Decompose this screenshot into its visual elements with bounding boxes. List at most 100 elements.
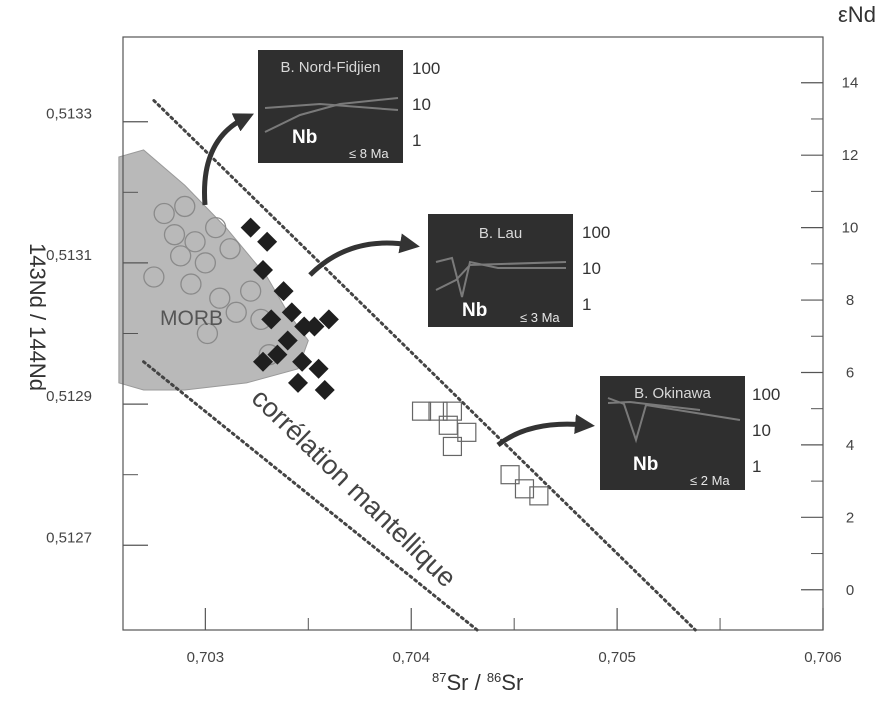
y-tick-label-0: 0,5127: [46, 529, 92, 546]
annotation-mantle-correlation: corrélation mantellique: [246, 383, 462, 593]
circle-point-11: [239, 280, 262, 302]
arrow-0: [202, 113, 254, 206]
inset-curve-0-0: [264, 97, 399, 133]
circle-point-7: [219, 238, 241, 260]
y-tick-label-3: 0,5133: [46, 106, 92, 123]
square-point-8: [529, 486, 549, 506]
y2-tick-label-3: 6: [846, 364, 854, 381]
y2-tick-label-7: 14: [842, 75, 859, 92]
dashed-lines: [142, 99, 697, 632]
circle-point-5: [169, 245, 192, 267]
y2-tick-label-2: 4: [846, 437, 854, 454]
circle-point-1: [174, 195, 196, 218]
square-point-2: [442, 401, 463, 421]
square-point-7: [514, 479, 535, 499]
square-point-0: [411, 401, 432, 421]
diamond-point-2: [253, 259, 273, 280]
y-tick-label-1: 0,5129: [46, 388, 92, 405]
circle-point-0: [153, 202, 175, 225]
inset-scale-0-0: 100: [412, 59, 440, 78]
y2-tick-label-6: 12: [842, 147, 859, 164]
square-point-3: [438, 415, 458, 435]
insets: B. Nord-Fidjien Nb ≤ 8 Ma 100 10 1 B. Lau Nb ≤ 3…: [258, 50, 780, 490]
y2-axis-title: εNd: [838, 2, 876, 27]
circle-point-6: [194, 252, 217, 274]
arrow-1: [308, 233, 420, 277]
arrow-2: [496, 414, 595, 447]
arrows: [202, 113, 595, 447]
x-tick-label-3: 0,706: [804, 649, 842, 666]
inset-box-1: [428, 214, 573, 327]
inset-age-1: ≤ 3 Ma: [520, 310, 560, 325]
circle-point-12: [225, 301, 247, 323]
inset-scale-1-1: 10: [582, 259, 601, 278]
diamond-point-7: [277, 330, 298, 351]
diamond-point-5: [281, 302, 302, 323]
inset-curve-1-0: [435, 256, 566, 298]
inset-scale-0-1: 10: [412, 95, 431, 114]
square-point-5: [442, 436, 463, 457]
diamond-point-8: [304, 316, 325, 337]
inset-scale-2-2: 1: [752, 457, 761, 476]
diamond-point-9: [267, 344, 288, 365]
diamond-point-10: [292, 351, 313, 372]
x-axis-sup-86: 86: [487, 670, 501, 685]
circle-point-10: [209, 287, 231, 309]
axis-ticks: 0,703 0,704 0,705 0,706 0,5127 0,5129 0,5131 0,…: [46, 75, 858, 666]
diamond-point-11: [308, 358, 329, 379]
y2-tick-label-0: 0: [846, 582, 854, 599]
inset-title-1: B. Lau: [479, 225, 522, 242]
x-tick-label-0: 0,703: [187, 649, 225, 666]
x-axis-sup-87: 87: [432, 670, 446, 685]
inset-age-2: ≤ 2 Ma: [690, 473, 730, 488]
dashed-line-0: [152, 99, 697, 632]
inset-curve-1-1: [435, 261, 567, 291]
dashed-line-1: [142, 360, 479, 632]
circle-point-8: [143, 266, 165, 288]
inset-scale-1-0: 100: [582, 223, 610, 242]
diamond-point-13: [314, 379, 335, 400]
inset-title-0: B. Nord-Fidjien: [280, 59, 380, 76]
diamond-point-6: [294, 316, 315, 337]
y2-tick-label-5: 10: [842, 220, 859, 237]
inset-scale-1-2: 1: [582, 295, 591, 314]
inset-1: B. Lau Nb ≤ 3 Ma 100 10 1: [428, 214, 610, 327]
y-axis-title: 143Nd / 144Nd: [25, 243, 50, 391]
data-points: [143, 195, 549, 506]
inset-curve-0-1: [264, 102, 399, 111]
inset-age-0: ≤ 8 Ma: [349, 146, 389, 161]
circle-point-9: [180, 273, 202, 295]
square-point-6: [500, 465, 520, 485]
square-point-4: [457, 422, 477, 442]
circle-point-14: [196, 322, 219, 345]
diamond-point-14: [253, 351, 273, 372]
inset-scale-2-1: 10: [752, 421, 771, 440]
inset-0: B. Nord-Fidjien Nb ≤ 8 Ma 100 10 1: [258, 50, 440, 163]
x-axis-part-sr2: Sr: [501, 670, 523, 695]
diamond-point-3: [273, 281, 294, 302]
inset-element-2: Nb: [633, 454, 658, 475]
circle-point-3: [184, 231, 206, 253]
x-axis-part-sr1: Sr /: [446, 670, 486, 695]
inset-element-1: Nb: [462, 300, 487, 321]
y-tick-label-2: 0,5131: [46, 247, 92, 264]
y2-tick-label-1: 2: [846, 509, 854, 526]
diamond-point-1: [257, 231, 278, 252]
inset-2: B. Okinawa Nb ≤ 2 Ma 100 10 1: [600, 376, 780, 490]
inset-scale-2-0: 100: [752, 385, 780, 404]
y2-tick-label-4: 8: [846, 292, 854, 309]
x-axis-title: 87Sr / 86Sr: [432, 670, 523, 695]
diamond-point-0: [240, 217, 261, 238]
diamond-point-15: [318, 309, 339, 330]
x-tick-label-2: 0,705: [598, 649, 636, 666]
inset-curve-2-1: [607, 400, 701, 411]
square-point-1: [428, 401, 448, 421]
inset-scale-0-2: 1: [412, 131, 421, 150]
inset-title-2: B. Okinawa: [634, 385, 711, 402]
morb-label: MORB: [160, 307, 223, 330]
inset-element-0: Nb: [292, 127, 317, 148]
diamond-point-4: [261, 309, 282, 330]
x-tick-label-1: 0,704: [392, 649, 430, 666]
circle-point-2: [163, 224, 186, 246]
